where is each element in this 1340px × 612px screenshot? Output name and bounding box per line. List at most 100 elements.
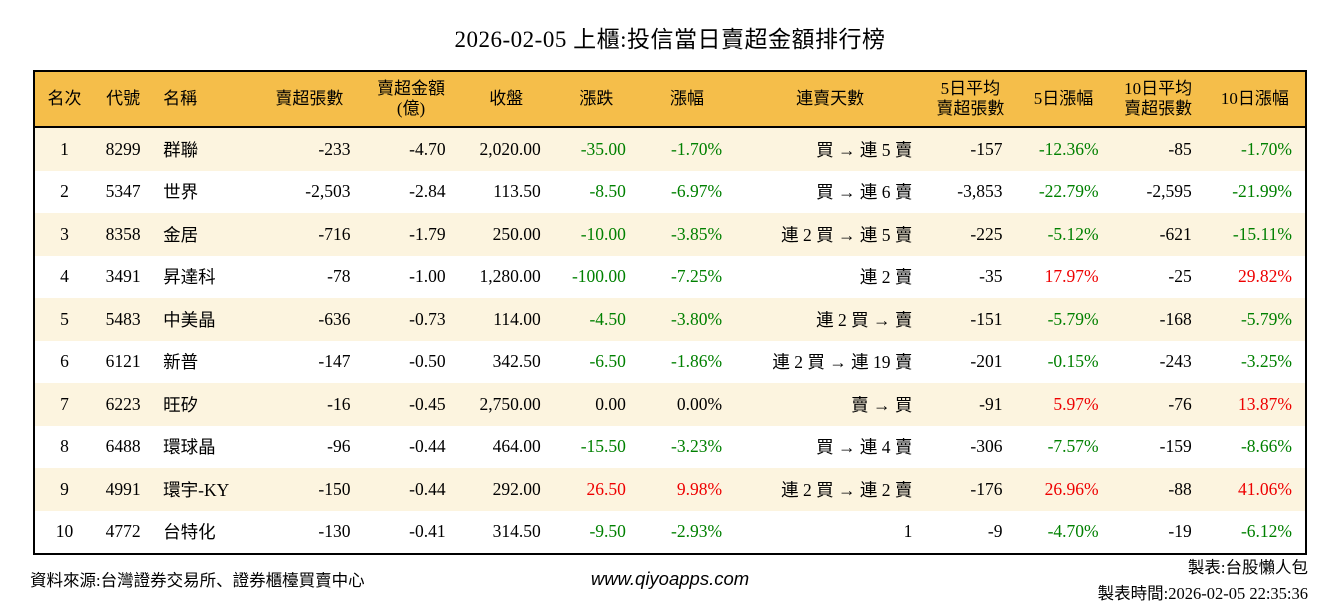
code-cell: 5347 — [94, 170, 153, 213]
net-sell-amount-cell: -1.79 — [363, 213, 459, 256]
avg10-shares-cell: -25 — [1111, 255, 1205, 298]
net-sell-shares-cell: -130 — [255, 510, 364, 554]
net-sell-shares-cell: -147 — [255, 340, 364, 383]
avg5-shares-cell: -151 — [925, 298, 1016, 341]
pct10-cell: -8.66% — [1204, 425, 1306, 468]
change-percent-cell: 9.98% — [638, 468, 736, 511]
net-sell-amount-cell: -0.44 — [363, 468, 459, 511]
code-cell: 4772 — [94, 510, 153, 554]
avg10-shares-cell: -243 — [1111, 340, 1205, 383]
avg5-shares-cell: -91 — [925, 383, 1016, 426]
code-cell: 4991 — [94, 468, 153, 511]
table-row: 8 6488 環球晶 -96 -0.44 464.00 -15.50 -3.23% 買 → 連 … — [34, 425, 1306, 468]
col-header-net-sell-shares: 賣超張數 — [255, 71, 364, 128]
avg5-shares-cell: -225 — [925, 213, 1016, 256]
avg5-shares-cell: -306 — [925, 425, 1016, 468]
net-sell-shares-cell: -150 — [255, 468, 364, 511]
pct10-cell: 41.06% — [1204, 468, 1306, 511]
col-header-change: 漲跌 — [553, 71, 639, 128]
avg10-shares-cell: -88 — [1111, 468, 1205, 511]
close-price-cell: 1,280.00 — [458, 255, 554, 298]
table-row: 6 6121 新普 -147 -0.50 342.50 -6.50 -1.86% 連 2 買 →… — [34, 340, 1306, 383]
price-change-cell: -4.50 — [553, 298, 639, 341]
change-percent-cell: -3.80% — [638, 298, 736, 341]
change-percent-cell: -7.25% — [638, 255, 736, 298]
code-cell: 8358 — [94, 213, 153, 256]
avg10-shares-cell: -76 — [1111, 383, 1205, 426]
net-sell-shares-cell: -16 — [255, 383, 364, 426]
price-change-cell: -35.00 — [553, 127, 639, 171]
rank-cell: 2 — [34, 170, 95, 213]
code-cell: 6223 — [94, 383, 153, 426]
table-row: 1 8299 群聯 -233 -4.70 2,020.00 -35.00 -1.70% 買 → … — [34, 127, 1306, 171]
stock-name-cell: 中美晶 — [152, 298, 256, 341]
close-price-cell: 250.00 — [458, 213, 554, 256]
net-sell-amount-cell: -0.45 — [363, 383, 459, 426]
ranking-table: 名次 代號 名稱 賣超張數 賣超金額 (億) 收盤 漲跌 漲幅 連賣天數 5日平… — [33, 70, 1307, 555]
col-header-avg10-shares: 10日平均 賣超張數 — [1111, 71, 1205, 128]
col-header-pct10: 10日漲幅 — [1204, 71, 1306, 128]
pct5-cell: -5.79% — [1015, 298, 1112, 341]
close-price-cell: 292.00 — [458, 468, 554, 511]
col-header-change-percent: 漲幅 — [638, 71, 736, 128]
change-percent-cell: 0.00% — [638, 383, 736, 426]
data-source-text: 資料來源:台灣證券交易所、證券櫃檯買賣中心 — [30, 571, 365, 590]
sell-streak-cell: 連 2 賣 — [735, 255, 926, 298]
page-title: 2026-02-05 上櫃:投信當日賣超金額排行榜 — [454, 27, 886, 52]
rank-cell: 8 — [34, 425, 95, 468]
col-header-pct5: 5日漲幅 — [1015, 71, 1112, 128]
avg10-shares-cell: -621 — [1111, 213, 1205, 256]
avg10-shares-cell: -19 — [1111, 510, 1205, 554]
code-cell: 6488 — [94, 425, 153, 468]
header-row: 名次 代號 名稱 賣超張數 賣超金額 (億) 收盤 漲跌 漲幅 連賣天數 5日平… — [34, 71, 1306, 128]
stock-name-cell: 昇達科 — [152, 255, 256, 298]
stock-name-cell: 台特化 — [152, 510, 256, 554]
change-percent-cell: -3.23% — [638, 425, 736, 468]
stock-name-cell: 環球晶 — [152, 425, 256, 468]
price-change-cell: -6.50 — [553, 340, 639, 383]
avg5-shares-cell: -157 — [925, 127, 1016, 171]
col-header-sell-streak: 連賣天數 — [735, 71, 926, 128]
sell-streak-cell: 買 → 連 5 賣 — [735, 127, 926, 171]
avg10-shares-cell: -159 — [1111, 425, 1205, 468]
credit-author: 製表:台股懶人包 — [1187, 558, 1308, 577]
pct10-cell: -3.25% — [1204, 340, 1306, 383]
avg10-shares-cell: -2,595 — [1111, 170, 1205, 213]
rank-cell: 4 — [34, 255, 95, 298]
table-row: 10 4772 台特化 -130 -0.41 314.50 -9.50 -2.93% 1 -9 -4… — [34, 510, 1306, 554]
sell-streak-cell: 連 2 買 → 連 5 賣 — [735, 213, 926, 256]
pct10-cell: -21.99% — [1204, 170, 1306, 213]
close-price-cell: 314.50 — [458, 510, 554, 554]
rank-cell: 7 — [34, 383, 95, 426]
change-percent-cell: -2.93% — [638, 510, 736, 554]
pct5-cell: -0.15% — [1015, 340, 1112, 383]
pct5-cell: 26.96% — [1015, 468, 1112, 511]
rank-cell: 9 — [34, 468, 95, 511]
stock-name-cell: 新普 — [152, 340, 256, 383]
change-percent-cell: -1.70% — [638, 127, 736, 171]
table-body: 1 8299 群聯 -233 -4.70 2,020.00 -35.00 -1.70% 買 → … — [34, 127, 1306, 554]
net-sell-shares-cell: -78 — [255, 255, 364, 298]
table-row: 9 4991 環宇-KY -150 -0.44 292.00 26.50 9.98% 連 2 買… — [34, 468, 1306, 511]
stock-name-cell: 環宇-KY — [152, 468, 256, 511]
sell-streak-cell: 買 → 連 4 賣 — [735, 425, 926, 468]
net-sell-amount-cell: -0.41 — [363, 510, 459, 554]
pct10-cell: 13.87% — [1204, 383, 1306, 426]
pct5-cell: 17.97% — [1015, 255, 1112, 298]
stock-name-cell: 群聯 — [152, 127, 256, 171]
sell-streak-cell: 連 2 買 → 賣 — [735, 298, 926, 341]
net-sell-shares-cell: -636 — [255, 298, 364, 341]
table-row: 3 8358 金居 -716 -1.79 250.00 -10.00 -3.85% 連 2 買 … — [34, 213, 1306, 256]
sell-streak-cell: 連 2 買 → 連 2 賣 — [735, 468, 926, 511]
net-sell-shares-cell: -96 — [255, 425, 364, 468]
code-cell: 5483 — [94, 298, 153, 341]
pct5-cell: -4.70% — [1015, 510, 1112, 554]
change-percent-cell: -6.97% — [638, 170, 736, 213]
net-sell-amount-cell: -1.00 — [363, 255, 459, 298]
close-price-cell: 2,020.00 — [458, 127, 554, 171]
website-text: www.qiyoapps.com — [590, 568, 750, 589]
close-price-cell: 114.00 — [458, 298, 554, 341]
avg10-shares-cell: -85 — [1111, 127, 1205, 171]
stock-name-cell: 金居 — [152, 213, 256, 256]
stock-name-cell: 世界 — [152, 170, 256, 213]
